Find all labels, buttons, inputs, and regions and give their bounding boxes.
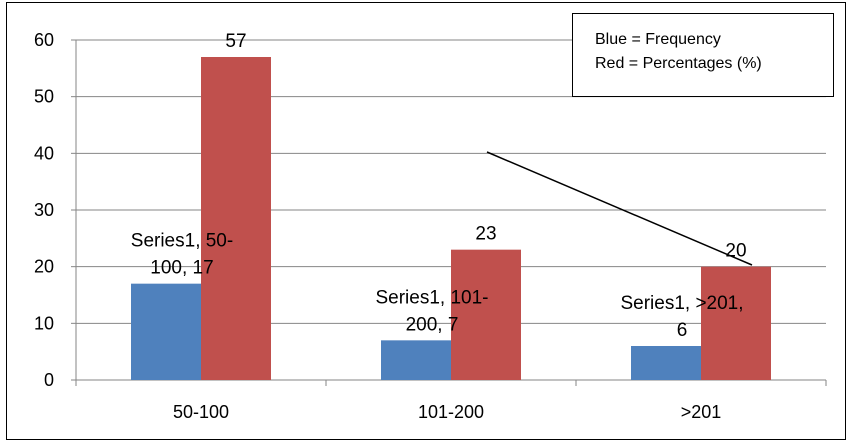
y-tick-label: 50 <box>34 87 54 107</box>
data-label: 57 <box>225 31 246 52</box>
y-tick-label: 60 <box>34 30 54 50</box>
bar <box>451 249 521 380</box>
data-label: Series1, 101- <box>375 287 488 308</box>
y-tick-label: 40 <box>34 143 54 163</box>
bars <box>131 57 771 380</box>
data-label: Series1, >201, <box>620 293 743 314</box>
y-tick-label: 0 <box>44 370 54 390</box>
x-tick-label: >201 <box>681 402 722 422</box>
bar <box>631 346 701 380</box>
y-tick-label: 10 <box>34 313 54 333</box>
data-label: 23 <box>475 224 496 245</box>
y-tick-label: 30 <box>34 200 54 220</box>
data-labels: Series1, 50- 100, 17 57 Series1, 101- 200, 7… <box>131 31 747 341</box>
data-label: Series1, 50- <box>131 231 233 252</box>
bar <box>131 283 201 380</box>
bar <box>201 57 271 380</box>
data-label: 100, 17 <box>150 258 213 279</box>
annotation-line-blue: Blue = Frequency <box>595 31 721 48</box>
y-tick-label: 20 <box>34 257 54 277</box>
data-label: 6 <box>677 320 688 341</box>
annotation-box: Blue = Frequency Red = Percentages (%) <box>572 13 834 97</box>
annotation-line-red: Red = Percentages (%) <box>595 55 762 72</box>
tick-labels: 0 10 20 30 40 50 60 50-100 101-200 >201 <box>34 30 721 422</box>
x-tick-label: 101-200 <box>418 402 484 422</box>
bar <box>701 266 771 380</box>
data-label: 200, 7 <box>406 314 459 335</box>
bar <box>381 340 451 380</box>
x-tick-label: 50-100 <box>173 402 229 422</box>
annotation-leader-line <box>486 151 753 266</box>
